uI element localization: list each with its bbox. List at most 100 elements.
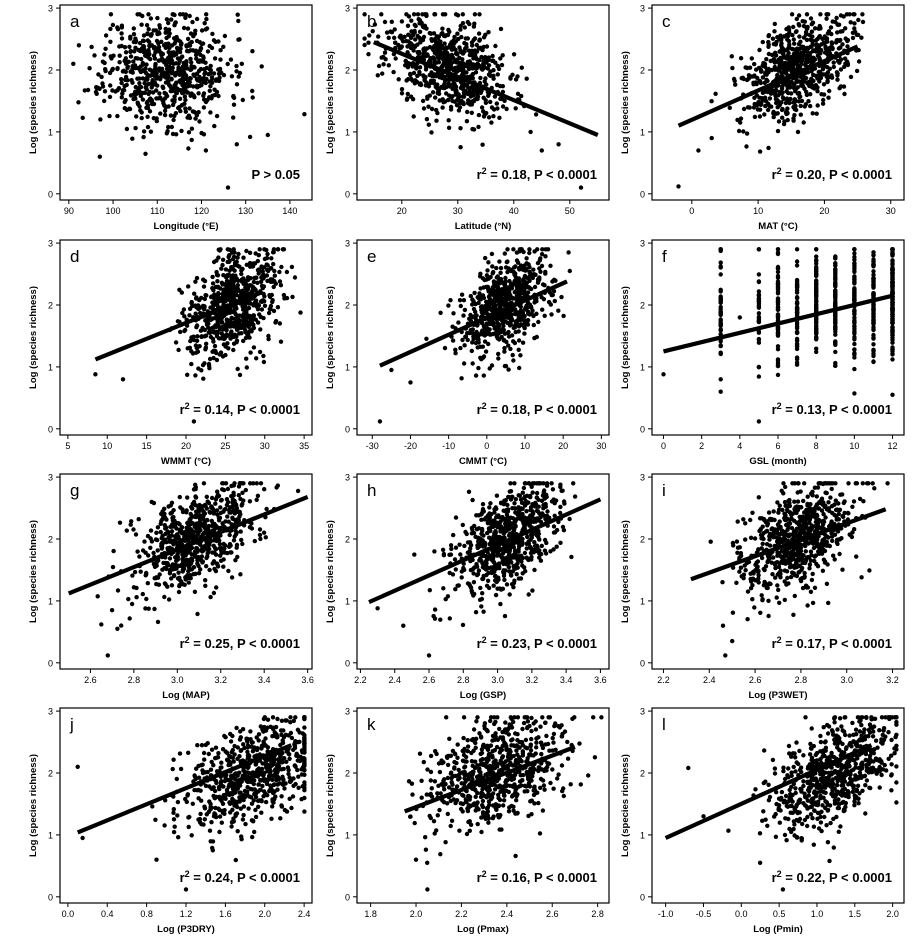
data-point <box>199 41 204 47</box>
data-point <box>380 71 385 76</box>
data-point <box>228 57 234 62</box>
data-point <box>814 111 819 116</box>
data-point <box>122 45 128 50</box>
data-point <box>517 365 522 371</box>
data-point <box>461 67 466 72</box>
data-point <box>822 50 828 55</box>
data-point <box>815 89 820 94</box>
data-point <box>156 47 161 53</box>
plot-frame <box>356 239 610 436</box>
data-point <box>93 89 99 95</box>
data-point <box>752 61 757 67</box>
data-point <box>871 332 876 338</box>
data-point <box>471 306 477 312</box>
data-point <box>185 26 191 31</box>
data-point <box>476 112 482 118</box>
stat-annotation: r2 = 0.13, P < 0.0001 <box>772 401 892 417</box>
regression-line <box>662 293 894 354</box>
data-point <box>780 115 785 120</box>
data-point <box>122 99 127 105</box>
data-point <box>815 53 821 58</box>
data-point <box>152 56 158 61</box>
data-point <box>258 327 263 332</box>
data-point <box>801 23 807 29</box>
data-point <box>757 107 763 112</box>
stat-annotation: r2 = 0.14, P < 0.0001 <box>180 401 300 417</box>
data-point <box>510 295 515 301</box>
data-point <box>496 356 501 361</box>
data-point <box>156 96 161 101</box>
data-point <box>128 69 133 74</box>
data-point <box>136 47 141 53</box>
data-point <box>396 42 401 48</box>
data-point <box>138 64 143 69</box>
data-point <box>402 34 407 39</box>
data-point <box>241 319 246 324</box>
data-point <box>786 57 792 62</box>
data-point <box>440 26 445 31</box>
data-point <box>890 324 895 330</box>
regression-line <box>372 40 599 137</box>
data-point <box>265 263 270 268</box>
data-point <box>852 307 857 313</box>
data-point <box>833 272 838 278</box>
data-point <box>468 61 473 66</box>
data-point <box>298 310 303 315</box>
data-point <box>212 123 217 129</box>
data-point <box>814 258 819 264</box>
data-point <box>538 269 543 274</box>
data-point <box>409 29 414 34</box>
data-point <box>491 73 496 79</box>
data-point <box>486 341 491 347</box>
data-point <box>852 26 857 31</box>
data-point <box>146 553 151 558</box>
data-point <box>833 349 838 355</box>
data-point <box>151 28 156 33</box>
data-point <box>128 36 133 41</box>
data-point <box>516 294 522 299</box>
y-axis-label: Log (species richness) <box>28 51 39 154</box>
data-point <box>497 259 502 264</box>
data-point <box>458 23 463 29</box>
data-point <box>177 287 182 292</box>
data-point <box>119 77 124 82</box>
data-point <box>241 307 246 312</box>
data-point <box>510 352 515 358</box>
data-point <box>171 514 176 520</box>
data-point <box>409 76 414 82</box>
data-point <box>182 61 187 67</box>
data-point <box>854 68 860 74</box>
data-point <box>261 530 267 535</box>
data-point <box>817 48 823 53</box>
data-point <box>137 76 142 81</box>
data-point <box>167 31 172 36</box>
data-point <box>190 506 195 511</box>
data-point <box>718 272 723 277</box>
data-point <box>125 64 130 69</box>
data-point <box>823 44 828 49</box>
data-point <box>236 74 241 79</box>
data-point <box>775 289 781 295</box>
data-point <box>100 84 106 89</box>
data-point <box>223 322 228 328</box>
data-point <box>195 78 200 83</box>
scatter-points <box>93 247 303 424</box>
data-point <box>789 79 794 85</box>
x-tick-label: 0 <box>484 441 489 451</box>
data-point <box>486 306 491 311</box>
data-point <box>203 578 208 583</box>
data-point <box>871 327 876 332</box>
data-point <box>178 88 183 93</box>
data-point <box>527 247 532 252</box>
data-point <box>480 311 486 316</box>
data-point <box>258 279 264 284</box>
data-point <box>819 92 824 97</box>
data-point <box>256 267 261 272</box>
data-point <box>502 363 508 369</box>
data-point <box>277 279 283 284</box>
data-point <box>501 298 506 304</box>
data-point <box>145 124 151 130</box>
data-point <box>362 36 367 41</box>
data-point <box>561 313 566 319</box>
data-point <box>141 33 147 38</box>
